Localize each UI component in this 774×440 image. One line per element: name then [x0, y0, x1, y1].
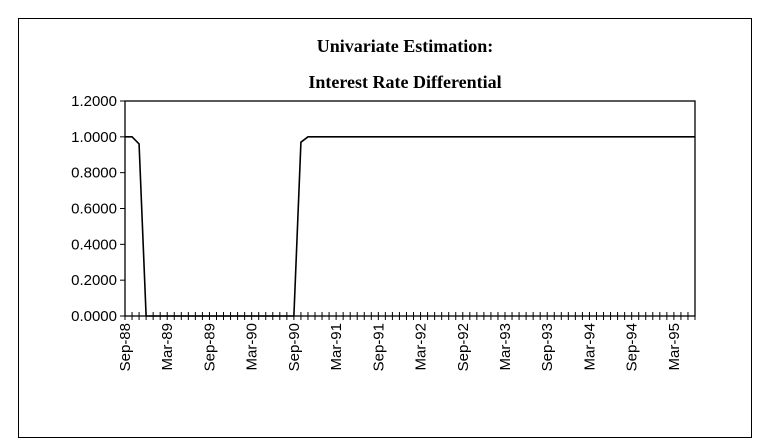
x-tick-label: Sep-92: [455, 323, 472, 371]
chart-subtitle: Interest Rate Differential: [308, 72, 501, 92]
y-tick-label: 1.2000: [71, 93, 117, 110]
x-tick-label: Mar-91: [328, 323, 345, 371]
x-tick-label: Mar-90: [244, 323, 261, 371]
x-tick-label: Sep-94: [624, 323, 641, 371]
y-tick-label: 1.0000: [71, 129, 117, 146]
chart-frame: [18, 18, 752, 438]
x-tick-label: Mar-92: [413, 323, 430, 371]
y-tick-label: 0.8000: [71, 165, 117, 182]
x-tick-label: Sep-89: [201, 323, 218, 371]
x-tick-label: Mar-94: [581, 323, 598, 371]
x-tick-label: Mar-95: [666, 323, 683, 371]
y-tick-label: 0.6000: [71, 201, 117, 218]
chart-title: Univariate Estimation:: [317, 36, 493, 56]
x-tick-label: Mar-89: [159, 323, 176, 371]
x-tick-label: Sep-91: [370, 323, 387, 371]
line: [125, 136, 695, 317]
y-tick-label: 0.0000: [71, 308, 117, 325]
x-tick-label: Mar-93: [497, 323, 514, 371]
x-tick-label: Sep-93: [539, 323, 556, 371]
y-tick-label: 0.2000: [71, 272, 117, 289]
x-tick-label: Sep-88: [117, 323, 134, 371]
y-tick-label: 0.4000: [71, 236, 117, 253]
x-tick-label: Sep-90: [286, 323, 303, 371]
